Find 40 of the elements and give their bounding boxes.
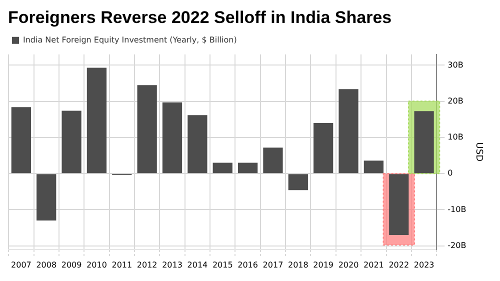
- x-tick-label: 2019: [313, 260, 334, 270]
- bar: [338, 89, 358, 174]
- legend-label: India Net Foreign Equity Investment (Yearly, $ Billion): [23, 35, 237, 44]
- bar: [364, 160, 384, 174]
- y-tick-label: 10B: [448, 132, 464, 142]
- x-tick-label: 2009: [61, 260, 82, 270]
- bar: [212, 162, 232, 174]
- bar: [62, 110, 82, 174]
- bar: [188, 115, 208, 174]
- x-tick-label: 2015: [212, 260, 233, 270]
- x-tick-label: 2012: [136, 260, 158, 270]
- bar: [238, 162, 258, 174]
- bar: [288, 174, 308, 190]
- bar: [263, 148, 283, 174]
- x-tick-label: 2020: [338, 260, 359, 270]
- bar: [11, 107, 31, 174]
- x-tick-label: 2017: [262, 260, 284, 270]
- x-tick-label: 2014: [187, 260, 208, 270]
- y-tick-label: 0: [448, 168, 453, 178]
- bar: [162, 102, 182, 174]
- bar: [137, 85, 157, 174]
- x-tick-label: 2013: [162, 260, 182, 270]
- x-tick-label: 2021: [364, 260, 384, 270]
- x-tick-label: 2011: [112, 260, 132, 270]
- x-tick-label: 2007: [11, 260, 32, 270]
- x-tick-label: 2008: [36, 260, 57, 270]
- bar: [314, 123, 334, 174]
- y-tick-label: -10B: [448, 204, 466, 214]
- y-tick-label: 20B: [448, 96, 464, 106]
- x-tick-label: 2016: [238, 260, 258, 270]
- x-tick-label: 2022: [388, 260, 410, 270]
- bar: [86, 68, 107, 174]
- x-tick-label: 2023: [414, 260, 434, 270]
- x-tick-label: 2018: [288, 260, 308, 270]
- x-tick-label: 2010: [86, 260, 107, 270]
- y-axis-title: USD: [473, 142, 484, 162]
- y-tick-label: 30B: [448, 60, 464, 70]
- chart-title: Foreigners Reverse 2022 Selloff in India Shares: [8, 8, 392, 27]
- bar: [36, 174, 56, 221]
- y-tick-label: -20B: [448, 240, 466, 250]
